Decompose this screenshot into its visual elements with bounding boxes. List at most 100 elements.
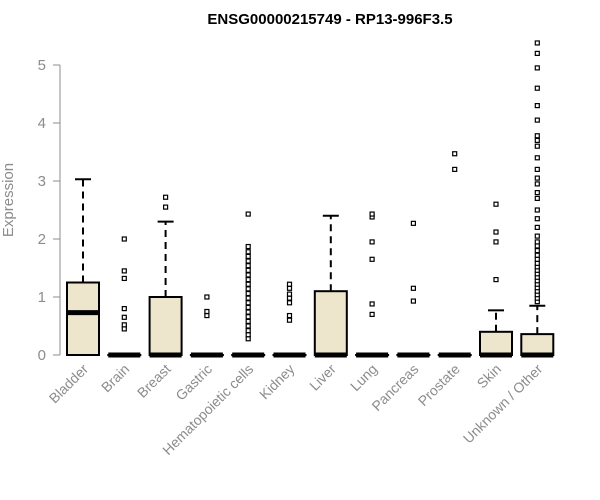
outlier-point [204,294,210,300]
box-group-liver [313,214,348,358]
box [66,281,100,356]
outlier-point [204,308,210,315]
outlier-point [121,275,127,282]
outlier-point [121,306,127,312]
outlier-point [534,248,540,254]
outlier-point [245,258,251,264]
outlier-point [534,239,540,245]
outlier-point [204,312,210,319]
outlier-point [245,243,251,250]
outlier-point [534,195,540,201]
outlier-point [534,102,540,109]
outlier-point [121,322,127,328]
outlier-point [245,277,251,283]
box [479,330,513,356]
outlier-point [369,211,375,217]
outlier-point [245,309,251,315]
outlier-point [369,239,375,245]
outlier-point [245,328,251,334]
box [148,296,183,356]
outlier-point [534,260,540,266]
outlier-point [534,224,540,230]
outlier-point [245,314,251,320]
outlier-point [245,290,251,297]
box [313,290,348,357]
outlier-point [410,298,416,304]
outlier-point [534,143,540,149]
outlier-point [534,133,540,139]
outlier-point [534,252,540,258]
outlier-point [286,295,293,301]
outlier-point [534,181,540,187]
x-tick-label: Lung [347,361,380,394]
outlier-point [493,239,499,245]
outlier-point [534,216,540,222]
box-group-kidney [272,281,307,358]
outlier-point [245,323,251,329]
outlier-point [410,285,416,291]
outlier-point [286,300,293,306]
outlier-point [534,65,540,71]
outlier-point [245,211,251,217]
x-tick-label: Prostate [415,361,463,409]
x-tick-label: Liver [306,361,339,394]
outlier-point [286,285,293,291]
y-tick-label: 5 [38,57,46,74]
box-group-breast [148,194,183,358]
outlier-point [121,314,127,320]
y-tick-label: 2 [38,231,46,248]
outlier-point [534,85,540,91]
outlier-point [245,304,251,311]
outlier-point [286,312,293,319]
outlier-point [534,207,540,213]
chart-title: ENSG00000215749 - RP13-996F3.5 [207,11,452,28]
box-group-bladder [66,178,100,356]
outlier-point [245,267,251,273]
y-tick-label: 4 [38,115,46,132]
outlier-point [121,268,127,274]
outlier-point [245,253,251,259]
outlier-point [121,236,127,242]
outlier-point [163,194,169,200]
outlier-point [534,155,540,161]
outlier-point [534,166,540,172]
outlier-point [534,117,540,123]
outlier-point [369,311,375,317]
x-tick-label: Bladder [46,361,92,407]
outlier-point [493,277,499,283]
outlier-point [534,243,540,249]
outlier-point [452,151,458,157]
outlier-point [163,204,169,210]
box-group-hematopoietic-cells [231,211,266,358]
y-tick-label: 3 [38,173,46,190]
x-tick-label: Breast [134,361,174,401]
box [520,333,555,356]
box-group-brain [107,236,142,358]
outlier-point [369,301,375,307]
box-group-lung [355,211,390,358]
outlier-point [534,40,540,46]
outlier-point [534,233,540,239]
outlier-point [245,286,251,292]
x-tick-label: Kidney [256,361,298,403]
y-tick-label: 0 [38,347,46,364]
outlier-point [245,295,251,301]
outlier-point [245,281,251,287]
x-tick-label: Skin [474,361,505,392]
plot-area [66,40,555,358]
y-axis-label: Expression [0,163,17,237]
outlier-point [286,291,293,297]
y-tick-label: 1 [38,289,46,306]
box-group-pancreas [396,220,431,358]
outlier-point [245,249,251,255]
outlier-point [534,137,540,143]
outlier-point [534,50,540,57]
box-group-skin [479,201,513,358]
outlier-point [369,256,375,262]
x-tick-label: Brain [98,361,132,395]
outlier-point [286,281,293,287]
outlier-point [245,272,251,278]
outlier-point [245,336,251,342]
